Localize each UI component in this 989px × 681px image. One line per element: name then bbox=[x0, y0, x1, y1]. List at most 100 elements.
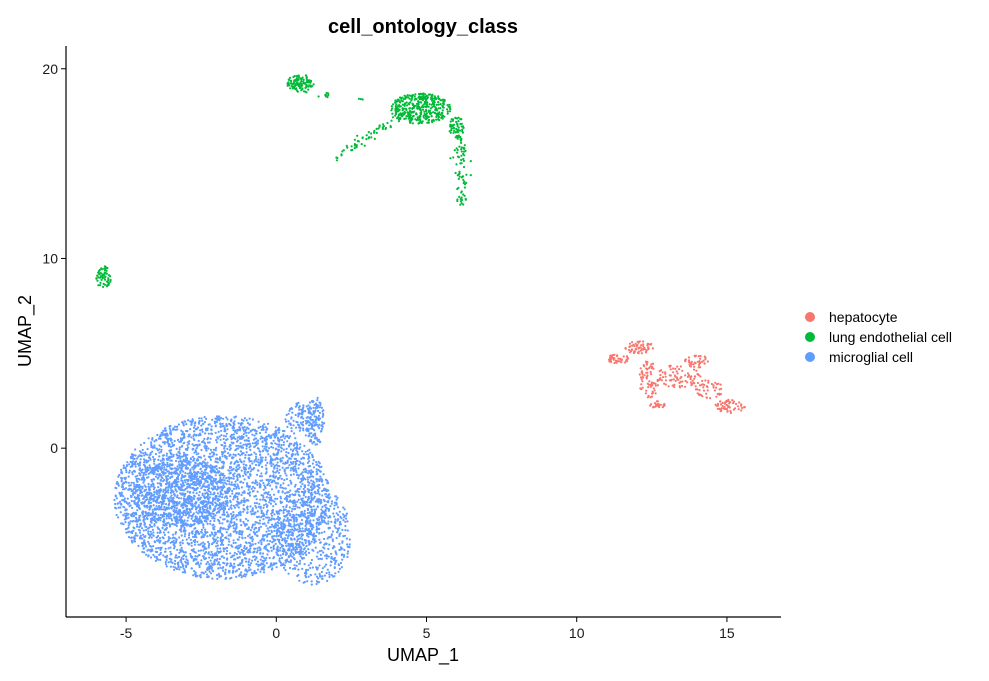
data-point bbox=[451, 119, 454, 122]
data-point bbox=[159, 517, 162, 520]
data-point bbox=[105, 285, 109, 288]
data-point bbox=[164, 547, 167, 550]
data-point bbox=[179, 460, 182, 463]
data-point bbox=[640, 370, 644, 373]
data-point bbox=[731, 399, 734, 402]
data-point bbox=[151, 438, 154, 441]
data-point bbox=[256, 560, 259, 563]
data-point bbox=[244, 468, 248, 471]
data-point bbox=[458, 172, 461, 175]
data-point bbox=[190, 423, 193, 426]
data-point bbox=[254, 542, 257, 545]
data-point bbox=[256, 439, 259, 442]
data-point bbox=[157, 514, 160, 517]
data-point bbox=[125, 469, 128, 472]
data-point bbox=[171, 561, 174, 565]
data-point bbox=[216, 540, 219, 543]
data-point bbox=[225, 531, 228, 534]
data-point bbox=[200, 514, 204, 518]
data-point bbox=[266, 427, 269, 430]
data-point bbox=[146, 447, 149, 451]
data-point bbox=[309, 84, 312, 87]
data-point bbox=[122, 514, 125, 517]
data-point bbox=[679, 380, 682, 383]
data-point bbox=[359, 98, 362, 101]
data-point bbox=[686, 381, 689, 384]
data-point bbox=[185, 538, 188, 541]
data-point bbox=[696, 388, 699, 391]
data-point bbox=[274, 475, 278, 478]
data-point bbox=[294, 453, 297, 456]
data-point bbox=[236, 495, 239, 498]
data-point bbox=[660, 379, 664, 382]
data-point bbox=[305, 91, 308, 94]
data-point bbox=[293, 537, 296, 540]
data-point bbox=[707, 381, 710, 384]
data-point bbox=[173, 467, 177, 470]
data-point bbox=[281, 490, 284, 493]
data-point bbox=[243, 547, 246, 550]
data-point bbox=[146, 527, 149, 530]
data-point bbox=[291, 83, 294, 86]
data-point bbox=[687, 374, 691, 377]
data-point bbox=[233, 562, 236, 566]
data-point bbox=[399, 101, 402, 104]
data-point bbox=[101, 276, 104, 280]
data-point bbox=[632, 343, 635, 346]
data-point bbox=[255, 530, 258, 534]
data-point bbox=[114, 494, 117, 497]
data-point bbox=[448, 130, 451, 133]
data-point bbox=[247, 549, 250, 552]
data-point bbox=[164, 563, 167, 566]
data-point bbox=[229, 525, 232, 528]
data-point bbox=[155, 547, 158, 550]
data-point bbox=[185, 564, 188, 567]
data-point bbox=[713, 389, 717, 392]
data-point bbox=[255, 455, 258, 458]
data-point bbox=[688, 363, 691, 366]
data-point bbox=[625, 355, 629, 358]
data-point bbox=[206, 438, 209, 441]
data-point bbox=[147, 456, 150, 459]
data-point bbox=[277, 431, 281, 434]
data-point bbox=[701, 360, 704, 363]
data-point bbox=[157, 558, 160, 561]
data-point bbox=[318, 462, 321, 465]
data-point bbox=[216, 577, 219, 581]
data-point bbox=[370, 132, 373, 135]
data-point bbox=[209, 559, 212, 562]
data-point bbox=[715, 386, 718, 389]
data-point bbox=[99, 281, 102, 284]
data-point bbox=[271, 442, 274, 445]
data-point bbox=[324, 95, 327, 98]
data-point bbox=[232, 539, 235, 542]
data-point bbox=[242, 504, 245, 507]
data-point bbox=[300, 80, 303, 83]
data-point bbox=[267, 453, 270, 456]
data-point bbox=[96, 279, 99, 282]
data-point bbox=[297, 477, 300, 480]
data-point bbox=[313, 481, 316, 484]
data-point bbox=[218, 522, 221, 525]
data-point bbox=[140, 501, 143, 504]
data-point bbox=[322, 473, 325, 476]
data-point bbox=[259, 462, 262, 465]
data-point bbox=[247, 457, 250, 460]
data-point bbox=[290, 525, 293, 528]
data-point bbox=[100, 275, 103, 278]
data-point bbox=[159, 459, 162, 462]
data-point bbox=[411, 107, 414, 110]
data-point bbox=[148, 523, 151, 527]
data-point bbox=[123, 512, 127, 515]
data-point bbox=[257, 565, 260, 568]
data-point bbox=[718, 408, 721, 411]
data-point bbox=[163, 442, 166, 445]
data-point bbox=[640, 378, 643, 381]
data-point bbox=[699, 354, 702, 358]
data-point bbox=[232, 517, 235, 520]
data-point bbox=[721, 404, 724, 408]
data-point bbox=[269, 458, 272, 461]
data-point bbox=[226, 479, 229, 482]
data-point bbox=[257, 461, 260, 464]
data-point bbox=[244, 547, 247, 551]
